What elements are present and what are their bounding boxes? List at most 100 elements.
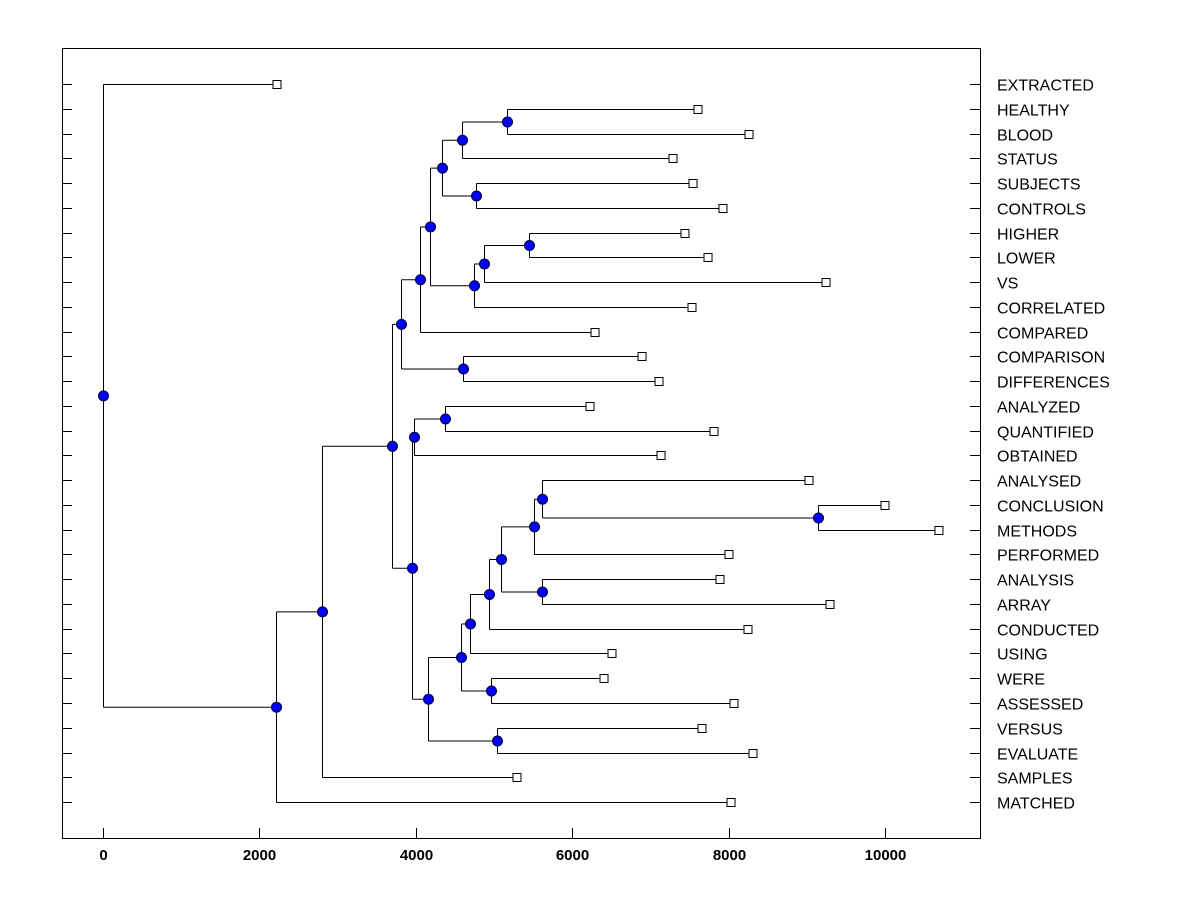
leaf-label: BLOOD bbox=[997, 128, 1053, 145]
merge-node bbox=[479, 258, 490, 270]
merge-node bbox=[409, 431, 420, 443]
merge-node bbox=[524, 240, 535, 251]
merge-node bbox=[537, 493, 548, 505]
merge-node bbox=[484, 588, 495, 600]
merge-node bbox=[271, 701, 282, 713]
leaf-marker bbox=[748, 749, 758, 758]
merge-node bbox=[492, 735, 503, 747]
merge-node bbox=[502, 116, 513, 128]
dendrogram-links bbox=[103, 84, 939, 803]
plot-frame bbox=[62, 48, 981, 839]
leaf-label: VERSUS bbox=[997, 722, 1063, 739]
leaf-marker bbox=[804, 476, 814, 485]
leaf-label: QUANTIFIED bbox=[997, 425, 1094, 442]
leaf-marker bbox=[585, 402, 595, 411]
leaf-marker bbox=[821, 278, 831, 287]
leaf-marker bbox=[272, 80, 282, 89]
leaf-marker bbox=[607, 649, 617, 658]
leaf-marker bbox=[637, 352, 647, 361]
merge-node bbox=[486, 685, 497, 697]
leaf-label: ARRAY bbox=[997, 598, 1051, 615]
leaf-marker bbox=[729, 699, 739, 708]
x-tick-label: 10000 bbox=[865, 847, 907, 864]
leaf-marker bbox=[709, 427, 719, 436]
leaf-marker bbox=[688, 179, 698, 188]
leaf-label: USING bbox=[997, 647, 1048, 664]
merge-node bbox=[456, 651, 467, 663]
leaf-marker bbox=[680, 229, 690, 238]
leaf-marker bbox=[715, 575, 725, 584]
leaf-marker bbox=[703, 253, 713, 262]
leaf-label: CONCLUSION bbox=[997, 499, 1104, 516]
leaf-label: HIGHER bbox=[997, 227, 1059, 244]
leaf-label: STATUS bbox=[997, 152, 1058, 169]
leaf-marker bbox=[743, 625, 753, 634]
leaf-label: COMPARED bbox=[997, 326, 1088, 343]
leaf-marker bbox=[726, 798, 736, 807]
leaf-marker bbox=[744, 130, 754, 139]
merge-node bbox=[465, 618, 476, 630]
leaf-marker bbox=[880, 501, 890, 510]
leaf-labels: EXTRACTED HEALTHY BLOOD STATUS SUBJECTS CONTR… bbox=[997, 78, 1110, 813]
leaf-label: COMPARISON bbox=[997, 350, 1105, 367]
leaf-label: LOWER bbox=[997, 251, 1056, 268]
merge-node bbox=[471, 190, 482, 202]
merge-node bbox=[440, 413, 451, 425]
merge-node bbox=[98, 390, 109, 402]
leaf-label: VS bbox=[997, 276, 1018, 293]
leaf-label: EXTRACTED bbox=[997, 78, 1094, 95]
leaf-marker bbox=[656, 451, 666, 460]
leaf-label: OBTAINED bbox=[997, 449, 1078, 466]
leaf-marker bbox=[697, 724, 707, 733]
leaf-marker bbox=[718, 204, 728, 213]
merge-node bbox=[813, 512, 824, 524]
x-tick-label: 0 bbox=[99, 847, 107, 864]
merge-node bbox=[537, 586, 548, 598]
merge-node bbox=[423, 693, 434, 705]
leaf-label: METHODS bbox=[997, 524, 1077, 541]
leaf-label: ANALYSIS bbox=[997, 573, 1074, 590]
merge-node bbox=[437, 162, 448, 174]
merge-node bbox=[387, 440, 398, 452]
leaf-label: PERFORMED bbox=[997, 548, 1099, 565]
leaf-label: DIFFERENCES bbox=[997, 375, 1110, 392]
merge-node bbox=[469, 280, 480, 292]
leaf-marker bbox=[654, 377, 664, 386]
leaf-marker bbox=[934, 526, 944, 535]
leaf-marker bbox=[724, 550, 734, 559]
x-tick-label: 6000 bbox=[556, 847, 589, 864]
leaf-label: CORRELATED bbox=[997, 301, 1105, 318]
merge-node bbox=[529, 521, 540, 533]
leaf-label: MATCHED bbox=[997, 796, 1075, 813]
axis-ticks: 0 2000 4000 6000 8000 10000 bbox=[62, 84, 981, 864]
merge-node bbox=[496, 553, 507, 565]
leaf-label: HEALTHY bbox=[997, 103, 1070, 120]
leaf-label: CONDUCTED bbox=[997, 623, 1099, 640]
leaf-label: SAMPLES bbox=[997, 771, 1073, 788]
merge-node bbox=[396, 318, 407, 330]
x-tick-label: 4000 bbox=[400, 847, 433, 864]
leaf-marker bbox=[512, 773, 522, 782]
x-tick-label: 8000 bbox=[713, 847, 746, 864]
merge-node bbox=[425, 221, 436, 233]
merge-node bbox=[415, 274, 426, 286]
leaf-label: ASSESSED bbox=[997, 697, 1083, 714]
leaf-marker bbox=[668, 154, 678, 163]
leaf-marker bbox=[687, 303, 697, 312]
merge-node bbox=[458, 363, 469, 375]
leaf-marker bbox=[825, 600, 835, 609]
x-tick-label: 2000 bbox=[243, 847, 276, 864]
leaf-label: ANALYZED bbox=[997, 400, 1080, 417]
leaf-label: EVALUATE bbox=[997, 747, 1078, 764]
leaf-label: CONTROLS bbox=[997, 202, 1086, 219]
leaf-label: WERE bbox=[997, 672, 1045, 689]
merge-node bbox=[407, 562, 418, 574]
leaf-marker bbox=[590, 328, 600, 337]
leaf-marker bbox=[599, 674, 609, 683]
leaf-label: ANALYSED bbox=[997, 474, 1081, 491]
leaf-label: SUBJECTS bbox=[997, 177, 1081, 194]
leaf-marker bbox=[693, 105, 703, 114]
dendrogram-nodes bbox=[98, 80, 944, 807]
merge-node bbox=[457, 134, 468, 146]
